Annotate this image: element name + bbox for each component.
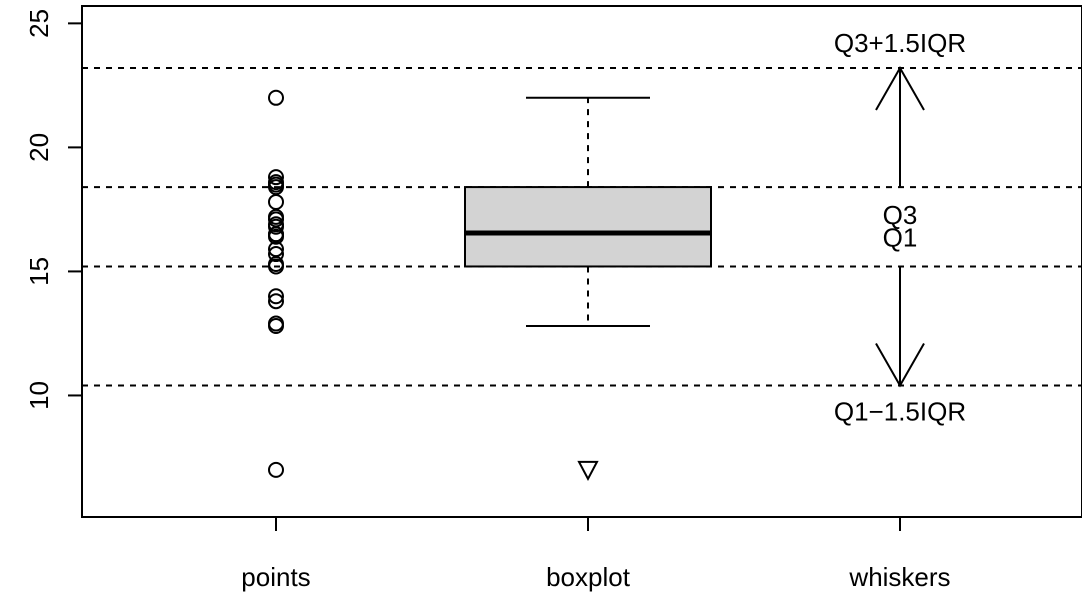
axis-layer bbox=[68, 5, 1082, 531]
y-tick-label: 20 bbox=[24, 133, 54, 162]
upper-arrow-head bbox=[875, 65, 925, 111]
data-point bbox=[268, 288, 284, 305]
data-point bbox=[268, 193, 284, 210]
category-label-points: points bbox=[241, 562, 310, 592]
data-point bbox=[268, 258, 284, 275]
outlier-marker bbox=[577, 460, 599, 482]
lower-arrow-head bbox=[875, 343, 925, 388]
annotation-label-1: Q3 bbox=[883, 200, 918, 230]
data-point bbox=[268, 293, 284, 310]
plot-layer bbox=[82, 65, 1082, 482]
data-point bbox=[268, 228, 284, 245]
annotation-label-3: Q1−1.5IQR bbox=[834, 397, 966, 427]
iqr-box bbox=[464, 186, 712, 268]
annotation-label-2: Q1 bbox=[883, 222, 918, 252]
data-point bbox=[268, 169, 284, 186]
y-tick-label: 15 bbox=[24, 257, 54, 286]
y-tick-label: 10 bbox=[24, 381, 54, 410]
data-point bbox=[268, 317, 284, 334]
label-layer: 10 15 20 25 points boxplot whiskers Q3+1.5IQR Q3… bbox=[24, 9, 966, 592]
data-point bbox=[268, 218, 284, 235]
data-point bbox=[268, 89, 284, 106]
category-label-whiskers: whiskers bbox=[848, 562, 950, 592]
data-point bbox=[268, 461, 284, 478]
y-tick-label: 25 bbox=[24, 9, 54, 38]
category-label-boxplot: boxplot bbox=[546, 562, 631, 592]
plot-frame bbox=[81, 5, 1082, 518]
data-point bbox=[268, 246, 284, 263]
annotation-label-0: Q3+1.5IQR bbox=[834, 28, 966, 58]
